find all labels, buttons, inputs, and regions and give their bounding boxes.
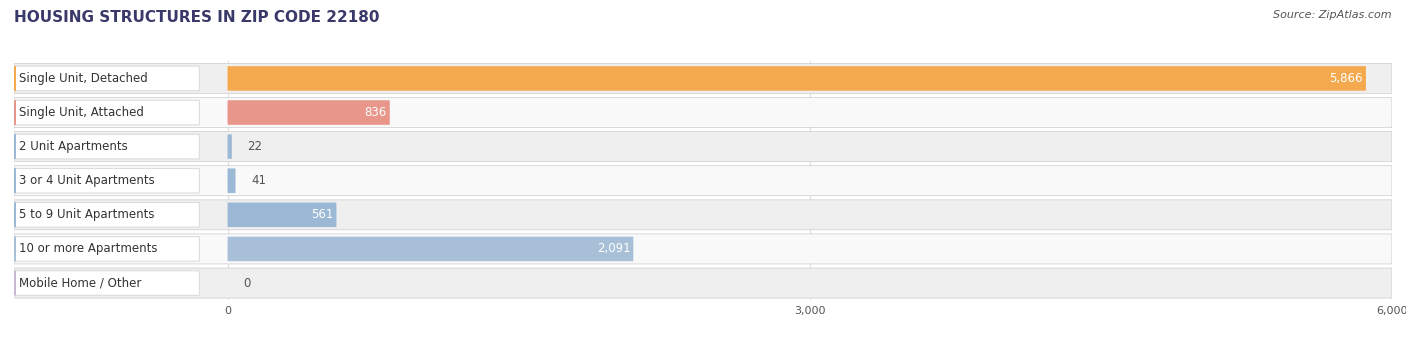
FancyBboxPatch shape	[228, 203, 336, 227]
Text: Source: ZipAtlas.com: Source: ZipAtlas.com	[1274, 10, 1392, 20]
FancyBboxPatch shape	[228, 237, 633, 261]
Text: Single Unit, Attached: Single Unit, Attached	[20, 106, 143, 119]
FancyBboxPatch shape	[14, 166, 1392, 196]
FancyBboxPatch shape	[15, 168, 200, 193]
Text: 3 or 4 Unit Apartments: 3 or 4 Unit Apartments	[20, 174, 155, 187]
FancyBboxPatch shape	[228, 134, 232, 159]
Text: 10 or more Apartments: 10 or more Apartments	[20, 242, 157, 255]
Text: Single Unit, Detached: Single Unit, Detached	[20, 72, 148, 85]
FancyBboxPatch shape	[15, 66, 200, 91]
Text: 561: 561	[311, 208, 333, 221]
Text: HOUSING STRUCTURES IN ZIP CODE 22180: HOUSING STRUCTURES IN ZIP CODE 22180	[14, 10, 380, 25]
FancyBboxPatch shape	[15, 134, 200, 159]
FancyBboxPatch shape	[228, 168, 235, 193]
FancyBboxPatch shape	[228, 100, 389, 125]
Text: 836: 836	[364, 106, 387, 119]
FancyBboxPatch shape	[14, 200, 1392, 230]
FancyBboxPatch shape	[228, 66, 1367, 91]
Text: 5,866: 5,866	[1330, 72, 1362, 85]
FancyBboxPatch shape	[15, 271, 200, 295]
Text: 41: 41	[252, 174, 266, 187]
Text: 5 to 9 Unit Apartments: 5 to 9 Unit Apartments	[20, 208, 155, 221]
FancyBboxPatch shape	[15, 100, 200, 125]
Text: 2,091: 2,091	[596, 242, 630, 255]
FancyBboxPatch shape	[14, 132, 1392, 162]
Text: 2 Unit Apartments: 2 Unit Apartments	[20, 140, 128, 153]
Text: 22: 22	[247, 140, 263, 153]
FancyBboxPatch shape	[14, 98, 1392, 128]
FancyBboxPatch shape	[14, 63, 1392, 93]
FancyBboxPatch shape	[14, 268, 1392, 298]
Text: 0: 0	[243, 277, 250, 290]
Text: Mobile Home / Other: Mobile Home / Other	[20, 277, 142, 290]
FancyBboxPatch shape	[15, 203, 200, 227]
FancyBboxPatch shape	[15, 237, 200, 261]
FancyBboxPatch shape	[14, 234, 1392, 264]
